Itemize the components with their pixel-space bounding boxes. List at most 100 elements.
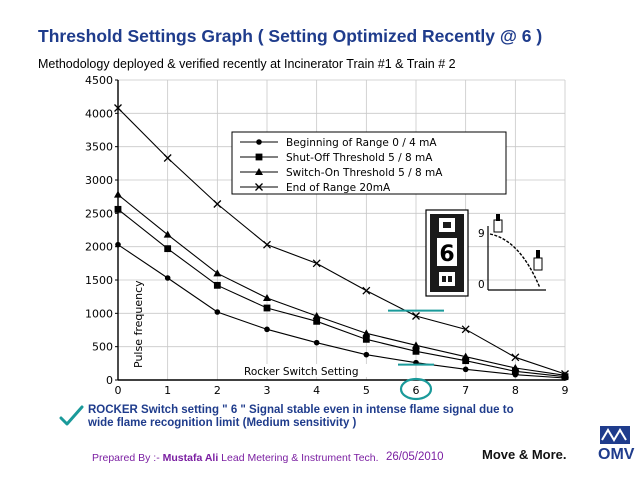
inset-switch-down bbox=[533, 257, 543, 271]
data-point bbox=[462, 357, 470, 365]
y-tick-label: 3000 bbox=[85, 174, 113, 187]
x-tick-label: 9 bbox=[562, 384, 569, 397]
data-point bbox=[213, 269, 222, 277]
series-3 bbox=[114, 190, 569, 379]
footer-credit: Prepared By :- Mustafa Ali Lead Metering… bbox=[92, 452, 379, 464]
data-point bbox=[313, 317, 321, 325]
rocker-bottom-mark-1 bbox=[442, 276, 446, 282]
data-point bbox=[115, 241, 121, 248]
data-point bbox=[511, 367, 519, 375]
data-point bbox=[213, 281, 221, 289]
data-point bbox=[163, 230, 172, 238]
chart-legend: Beginning of Range 0 / 4 mA Shut-Off Thre… bbox=[231, 131, 507, 195]
data-point bbox=[561, 370, 569, 378]
data-point bbox=[263, 294, 271, 301]
y-tick-label: 2000 bbox=[85, 241, 113, 254]
y-tick-label: 1000 bbox=[85, 307, 113, 320]
chart-series bbox=[114, 104, 569, 381]
page-subtitle: Methodology deployed & verified recently… bbox=[38, 57, 456, 71]
data-point bbox=[312, 259, 321, 268]
rocker-top-mark bbox=[443, 222, 451, 228]
data-point bbox=[263, 240, 271, 249]
x-tick-label: 5 bbox=[363, 384, 370, 397]
conclusion-note: ROCKER Switch setting " 6 " Signal stabl… bbox=[88, 404, 514, 430]
rocker-digit-window bbox=[437, 238, 457, 266]
series-line bbox=[117, 107, 566, 375]
rocker-bottom-window bbox=[439, 272, 455, 286]
series-2 bbox=[114, 205, 569, 381]
data-point bbox=[256, 139, 262, 145]
series-line bbox=[117, 208, 566, 378]
legend-label: Switch-On Threshold 5 / 8 mA bbox=[286, 167, 443, 179]
footer-date: 26/05/2010 bbox=[386, 451, 444, 463]
data-point bbox=[164, 275, 171, 281]
checkmark-icon bbox=[59, 405, 84, 426]
data-point bbox=[255, 183, 263, 191]
rocker-switch-inset: 6 9 0 bbox=[425, 209, 546, 297]
data-point bbox=[114, 104, 122, 112]
data-point bbox=[461, 325, 470, 334]
threshold-chart: 0 500 1000 1500 2000 2500 3000 3500 4000 4500 0 1 2 3… bbox=[85, 74, 569, 401]
data-point bbox=[313, 339, 320, 346]
legend-label: End of Range 20mA bbox=[286, 182, 391, 194]
y-tick-label: 500 bbox=[92, 341, 113, 354]
data-point bbox=[255, 168, 263, 175]
inset-scale-top: 9 bbox=[478, 228, 485, 240]
data-point bbox=[511, 353, 520, 362]
legend-label: Beginning of Range 0 / 4 mA bbox=[286, 137, 437, 149]
inset-curve bbox=[489, 233, 541, 289]
data-point bbox=[264, 326, 270, 333]
rocker-digit: 6 bbox=[439, 242, 454, 267]
y-tick-label: 4500 bbox=[85, 74, 113, 87]
data-point bbox=[263, 304, 271, 312]
omv-logo-icon bbox=[600, 426, 630, 444]
data-point bbox=[363, 351, 370, 358]
data-point bbox=[163, 154, 172, 162]
highlight-circle bbox=[399, 377, 433, 401]
y-tick-label: 0 bbox=[106, 374, 113, 387]
data-point bbox=[412, 312, 420, 320]
chart-grid bbox=[117, 79, 566, 381]
x-axis-label: Rocker Switch Setting bbox=[244, 366, 359, 378]
series-line bbox=[117, 244, 566, 379]
y-tick-label: 1500 bbox=[85, 274, 113, 287]
x-tick-label: 4 bbox=[313, 384, 320, 397]
note-line-2: wide flame recognition limit (Medium sen… bbox=[88, 417, 357, 429]
legend-label: Shut-Off Threshold 5 / 8 mA bbox=[286, 152, 433, 164]
inset-switch-up bbox=[493, 219, 503, 233]
chart-axes bbox=[117, 80, 565, 381]
data-point bbox=[255, 153, 263, 161]
data-point bbox=[312, 312, 321, 319]
setting-highlight bbox=[388, 309, 444, 401]
series-1 bbox=[115, 241, 568, 381]
data-point bbox=[412, 341, 420, 349]
series-line bbox=[117, 194, 566, 376]
x-tick-label: 8 bbox=[512, 384, 519, 397]
x-tick-label: 3 bbox=[264, 384, 271, 397]
footer-prepared-label: Prepared By :- bbox=[92, 452, 160, 464]
inset-switch-down-lever bbox=[536, 250, 540, 258]
note-line-1: ROCKER Switch setting " 6 " Signal stabl… bbox=[88, 404, 514, 416]
footer-slogan: Move & More. bbox=[482, 447, 567, 462]
x-axis-label-bg bbox=[240, 364, 370, 377]
y-tick-label: 3500 bbox=[85, 141, 113, 154]
data-point bbox=[412, 347, 420, 355]
x-tick-label: 7 bbox=[462, 384, 469, 397]
footer-author: Mustafa Ali bbox=[162, 452, 219, 464]
x-tick-label: 0 bbox=[115, 384, 122, 397]
series-4 bbox=[114, 104, 569, 378]
data-point bbox=[362, 335, 370, 343]
data-point bbox=[114, 190, 122, 198]
x-tick-label: 1 bbox=[164, 384, 171, 397]
y-tick-label: 2500 bbox=[85, 207, 113, 220]
chart-ticks: 0 500 1000 1500 2000 2500 3000 3500 4000 4500 0 1 2 3… bbox=[85, 74, 569, 397]
inset-scale-bottom: 0 bbox=[478, 279, 485, 291]
data-point bbox=[362, 329, 371, 337]
rocker-bottom-mark-2 bbox=[448, 276, 452, 282]
data-point bbox=[214, 309, 221, 315]
data-point bbox=[362, 286, 371, 295]
page-title: Threshold Settings Graph ( Setting Optim… bbox=[38, 26, 543, 46]
x-tick-label: 6 bbox=[413, 384, 420, 397]
inset-switch-up-lever bbox=[496, 214, 500, 221]
data-point bbox=[114, 205, 122, 213]
